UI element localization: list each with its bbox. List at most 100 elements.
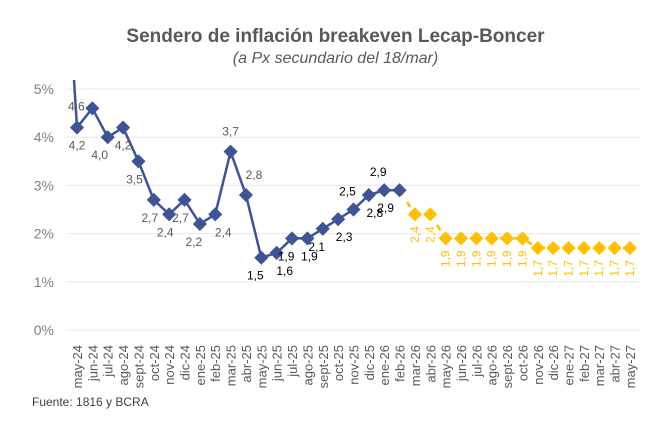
x-tick-label: feb-27: [577, 345, 592, 382]
data-point: [238, 187, 254, 203]
x-tick-label: nov-26: [531, 345, 546, 385]
data-point: [116, 120, 131, 135]
data-point: [284, 231, 300, 246]
data-label: 4,6: [68, 99, 85, 113]
series-line: [76, 106, 400, 260]
y-tick-label: 0%: [34, 322, 54, 338]
y-tick-label: 5%: [34, 81, 54, 97]
x-tick-label: may-25: [254, 345, 269, 388]
data-label: 1,9: [515, 250, 529, 267]
x-tick-label: jun-24: [85, 345, 100, 382]
data-point: [500, 231, 515, 246]
data-label: 3,5: [126, 172, 143, 186]
data-point: [607, 240, 622, 256]
y-tick-label: 2%: [34, 226, 54, 242]
data-label: 1,7: [623, 260, 637, 277]
x-tick-label: ago-24: [116, 345, 131, 385]
data-label: 1,9: [469, 250, 483, 267]
data-label: 2,4: [408, 226, 422, 243]
x-tick-label: oct-24: [147, 345, 162, 381]
data-label: 2,1: [308, 240, 325, 254]
x-tick-label: sept-25: [316, 345, 331, 388]
data-point: [438, 231, 453, 246]
data-label: 1,9: [278, 249, 295, 263]
x-tick-label: feb-25: [208, 345, 223, 382]
data-label: 2,7: [172, 211, 189, 225]
x-tick-label: ene-26: [377, 345, 392, 385]
data-label: 2,4: [157, 225, 174, 239]
data-label: 1,9: [454, 250, 468, 267]
data-point: [254, 250, 269, 265]
data-label: 2,9: [377, 201, 394, 215]
data-point: [146, 192, 161, 207]
x-tick-label: feb-26: [393, 345, 408, 382]
x-tick-label: may-24: [70, 345, 85, 388]
y-tick-label: 1%: [34, 274, 54, 290]
data-label: 1,9: [500, 250, 514, 267]
data-label: 4,2: [69, 139, 86, 153]
data-point: [223, 144, 238, 159]
x-tick-label: mar-26: [408, 345, 423, 386]
data-point: [469, 231, 484, 246]
data-label: 2,5: [339, 185, 356, 199]
source-note: Fuente: 1816 y BCRA: [32, 395, 149, 409]
x-tick-label: may-27: [623, 345, 638, 388]
data-label: 1,7: [531, 260, 545, 277]
data-label: 1,7: [592, 260, 606, 277]
data-label: 1,7: [608, 260, 622, 277]
data-point: [592, 240, 607, 256]
data-point: [453, 231, 469, 246]
data-point: [361, 187, 376, 203]
x-tick-label: dic-24: [178, 345, 193, 380]
data-point: [192, 216, 207, 232]
data-point: [484, 231, 499, 246]
x-tick-label: abr-25: [239, 345, 254, 383]
data-point: [346, 202, 361, 217]
x-tick-label: dic-26: [546, 345, 561, 380]
data-point: [546, 240, 561, 256]
data-point: [269, 245, 284, 260]
x-tick-label: abr-27: [608, 345, 623, 383]
x-tick-label: jul-26: [469, 345, 484, 378]
y-tick-label: 4%: [34, 129, 54, 145]
data-point: [131, 154, 146, 169]
x-tick-label: jul-25: [285, 345, 300, 378]
data-label: 1,9: [485, 250, 499, 267]
x-tick-label: jul-24: [101, 345, 116, 378]
data-label: 2,8: [246, 168, 263, 182]
x-tick-label: mar-27: [592, 345, 607, 386]
x-tick-label: sept-26: [500, 345, 515, 388]
data-point: [530, 240, 545, 256]
data-label: 2,4: [423, 226, 437, 243]
data-point: [100, 130, 115, 145]
data-point: [315, 221, 330, 236]
data-label: 2,4: [215, 225, 232, 239]
data-point: [407, 207, 422, 222]
data-point: [377, 183, 392, 198]
x-tick-label: abr-26: [423, 345, 438, 383]
x-tick-label: nov-24: [162, 345, 177, 385]
data-label: 2,7: [141, 211, 158, 225]
data-label: 1,9: [439, 250, 453, 267]
data-point: [300, 231, 315, 246]
data-point: [331, 212, 346, 227]
data-label: 1,9: [301, 249, 318, 263]
data-point: [423, 207, 438, 222]
series-line-lead: [72, 79, 79, 128]
data-label: 4,2: [115, 139, 132, 153]
data-label: 2,9: [370, 165, 387, 179]
data-label: 1,6: [276, 264, 293, 278]
chart-title: Sendero de inflación breakeven Lecap-Bon…: [126, 26, 545, 47]
data-label: 2,3: [336, 230, 353, 244]
data-label: 1,7: [562, 260, 576, 277]
x-tick-label: oct-25: [331, 345, 346, 381]
data-point: [177, 192, 192, 207]
data-label: 4,0: [91, 148, 108, 162]
data-point: [576, 240, 591, 256]
x-tick-label: nov-25: [346, 345, 361, 385]
x-tick-label: sept-24: [131, 345, 146, 388]
data-label: 3,7: [222, 125, 239, 139]
data-point: [392, 183, 407, 198]
x-tick-label: ene-25: [193, 345, 208, 385]
